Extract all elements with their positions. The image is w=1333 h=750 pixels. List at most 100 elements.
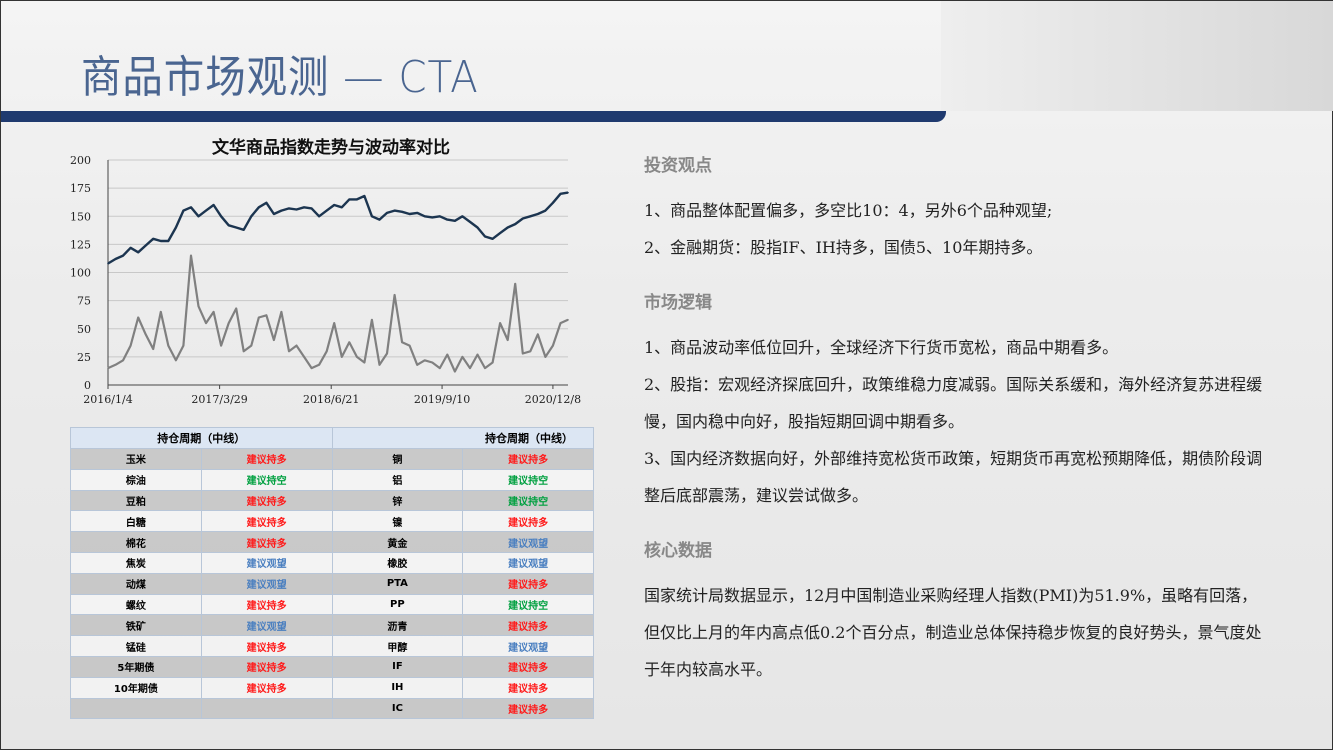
- data-point: [461, 215, 464, 218]
- data-point: [393, 209, 396, 212]
- index-volatility-chart: 文华商品指数走势与波动率对比 0 25 50 75 100 125 150 175 200 201…: [61, 131, 601, 411]
- recommendation-cell: 建议持多: [462, 697, 594, 720]
- data-point: [152, 237, 155, 240]
- data-point: [288, 350, 290, 353]
- recommendation-cell: 建议持多: [462, 655, 594, 678]
- data-point: [544, 209, 547, 212]
- data-point: [559, 192, 562, 195]
- data-point: [333, 322, 336, 324]
- data-point: [273, 339, 275, 341]
- recommendation-cell: 建议持多: [462, 510, 594, 533]
- data-point: [144, 333, 147, 336]
- chart-svg: 0 25 50 75 100 125 150 175 200 2016/1/4 2017/3/29 2…: [70, 154, 581, 406]
- commodity-cell: 焦炭: [70, 551, 202, 574]
- data-point: [521, 352, 524, 355]
- data-point: [310, 367, 313, 369]
- commodity-cell: IH: [331, 676, 464, 699]
- data-point: [363, 195, 366, 197]
- commentary-panel: 投资观点 1、商品整体配置偏多，多空比10：4，另外6个品种观望; 2、金融期货：股…: [644, 151, 1264, 710]
- data-point: [521, 217, 524, 220]
- data-point: [137, 316, 139, 319]
- paragraph: 1、商品波动率低位回升，全球经济下行货币宽松，商品中期看多。: [644, 338, 1119, 357]
- table-row: 棉花 建议持多 黄金 建议观望: [70, 531, 594, 553]
- data-point: [129, 344, 132, 347]
- data-point: [378, 363, 381, 366]
- data-point: [348, 198, 351, 201]
- data-point: [537, 333, 539, 336]
- table-row: 棕油 建议持空铝建议持空: [70, 468, 594, 491]
- data-point: [461, 356, 464, 358]
- section-heading: 市场逻辑: [644, 293, 712, 313]
- data-point: [205, 209, 207, 212]
- recommendation-cell: 建议持多: [200, 676, 333, 699]
- commodity-cell: 锰硅: [70, 635, 202, 657]
- data-point: [484, 235, 486, 238]
- commodity-cell: 镍: [331, 510, 464, 533]
- data-point: [288, 207, 290, 210]
- recommendation-cell: 建议观望: [200, 551, 333, 574]
- data-point: [371, 318, 373, 321]
- data-point: [537, 213, 539, 215]
- data-point: [152, 348, 155, 350]
- data-point: [107, 262, 109, 265]
- data-point: [371, 215, 373, 218]
- x-tick-label: 2020/12/8: [525, 393, 581, 406]
- data-point: [552, 344, 554, 347]
- header-decoration: [941, 1, 1333, 111]
- recommendation-cell: 建议持多: [200, 510, 333, 533]
- paragraph: 国家统计局数据显示，12月中国制造业采购经理人指数(PMI)为51.9%，虽略有…: [644, 586, 1262, 679]
- recommendation-cell: 建议持多: [462, 614, 594, 637]
- data-point: [273, 213, 275, 215]
- paragraph: 2、金融期货：股指IF、IH持多，国债5、10年期持多。: [644, 238, 1043, 257]
- data-point: [529, 350, 532, 353]
- data-point: [386, 212, 388, 214]
- data-point: [408, 344, 411, 347]
- data-point: [416, 363, 418, 366]
- recommendation-cell: 建议持多: [200, 489, 333, 512]
- data-point: [190, 254, 192, 257]
- data-point: [439, 367, 441, 369]
- data-point: [242, 350, 245, 353]
- data-point: [491, 237, 494, 240]
- section: 核心数据 国家统计局数据显示，12月中国制造业采购经理人指数(PMI)为51.9%…: [644, 536, 1264, 688]
- table-row: 焦炭 建议观望 橡胶 建议观望: [70, 551, 594, 574]
- recommendation-cell: 建议观望: [462, 531, 594, 553]
- commodity-cell: 玉米: [70, 448, 202, 470]
- data-point: [227, 322, 230, 324]
- data-point: [340, 206, 343, 209]
- chart-title: 文华商品指数走势与波动率对比: [212, 138, 450, 158]
- data-point: [212, 204, 215, 206]
- data-point: [333, 204, 336, 206]
- recommendation-cell: 建议持空: [462, 468, 594, 491]
- data-point: [340, 356, 343, 358]
- data-point: [431, 361, 434, 364]
- commodity-cell: 白糖: [70, 510, 202, 533]
- data-point: [318, 363, 320, 366]
- data-point: [310, 207, 313, 210]
- data-point: [431, 216, 434, 219]
- data-point: [506, 339, 509, 341]
- table-row: 动煤 建议观望 PTA 建议持多: [70, 572, 594, 595]
- data-point: [303, 356, 305, 358]
- paragraph: 1、商品整体配置偏多，多空比10：4，另外6个品种观望;: [644, 201, 1053, 220]
- commodity-cell: [70, 697, 202, 720]
- data-point: [114, 258, 117, 260]
- data-point: [506, 226, 509, 229]
- recommendation-cell: 建议持多: [462, 572, 594, 595]
- data-point: [469, 367, 471, 369]
- data-point: [423, 215, 426, 218]
- data-point: [295, 344, 298, 347]
- index-line: [107, 191, 569, 265]
- page-title: 商品市场观测 — CTA: [81, 52, 479, 103]
- commodity-cell: 黄金: [331, 531, 464, 553]
- data-point: [175, 359, 177, 362]
- data-point: [544, 356, 547, 358]
- data-point: [197, 215, 200, 218]
- data-point: [258, 316, 260, 319]
- table-row: 白糖 建议持多镍建议持多: [70, 510, 594, 533]
- table-row: 锰硅 建议持多 甲醇 建议观望: [70, 635, 594, 657]
- table-row: 铁矿 建议观望 沥青 建议持多: [70, 614, 594, 637]
- data-point: [197, 305, 200, 308]
- data-point: [401, 210, 403, 213]
- data-point: [567, 318, 569, 321]
